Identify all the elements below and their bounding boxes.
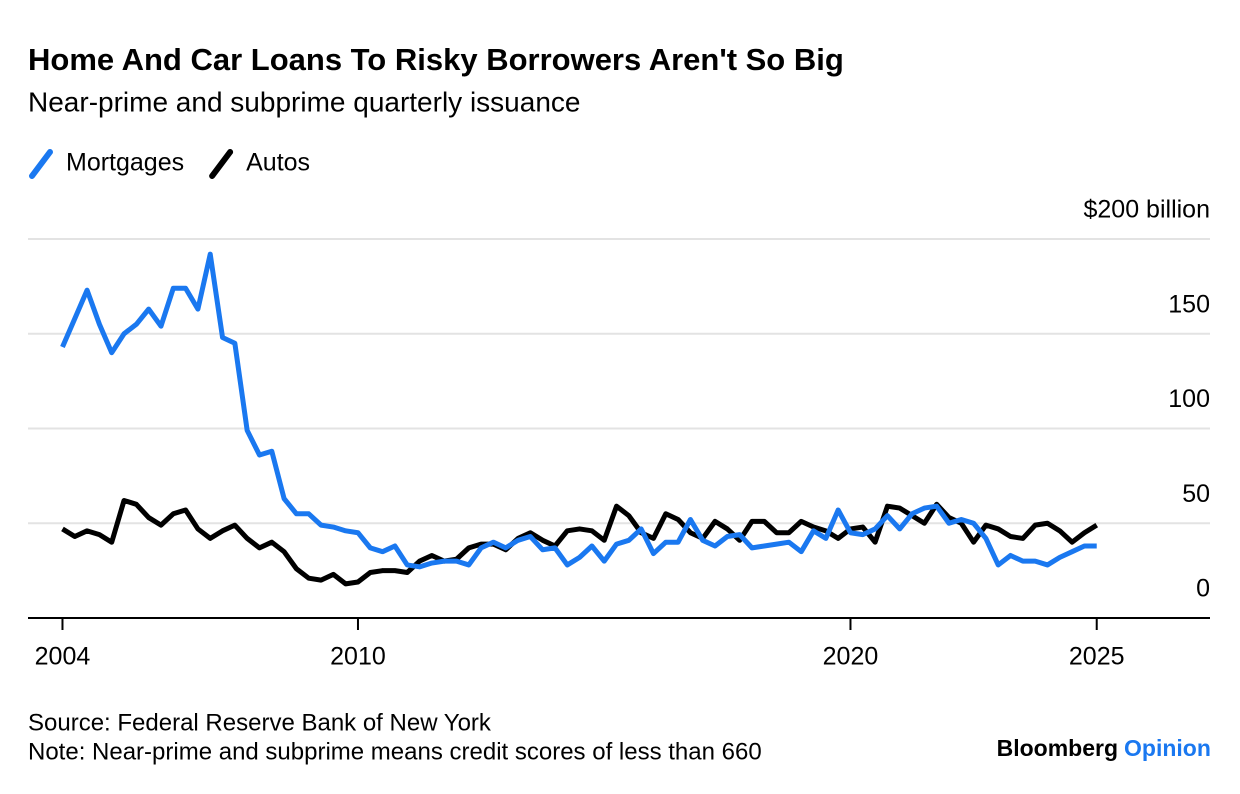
y-tick-label: 0	[1196, 575, 1210, 603]
legend-swatch	[29, 149, 53, 179]
x-tick-label: 2010	[330, 643, 386, 671]
legend-label: Mortgages	[66, 149, 184, 177]
line-series	[61, 498, 1099, 587]
x-tick-label: 2020	[823, 643, 879, 671]
y-tick-label: 100	[1168, 385, 1210, 413]
note: Note: Near-prime and subprime means cred…	[28, 738, 762, 765]
chart-title: Home And Car Loans To Risky Borrowers Ar…	[28, 42, 844, 77]
y-tick-label: 50	[1182, 480, 1210, 508]
legend-swatch	[209, 149, 234, 179]
brand-name: Bloomberg	[997, 735, 1118, 761]
line-series	[60, 251, 1097, 570]
legend-label: Autos	[246, 149, 310, 177]
x-tick-label: 2004	[35, 643, 91, 671]
y-tick-label: $200 billion	[1084, 196, 1211, 224]
brand-section: Opinion	[1124, 735, 1211, 761]
x-tick-label: 2025	[1069, 643, 1125, 671]
source: Source: Federal Reserve Bank of New York	[28, 709, 492, 736]
y-tick-label: 150	[1168, 290, 1210, 318]
chart-subtitle: Near-prime and subprime quarterly issuan…	[28, 86, 580, 117]
